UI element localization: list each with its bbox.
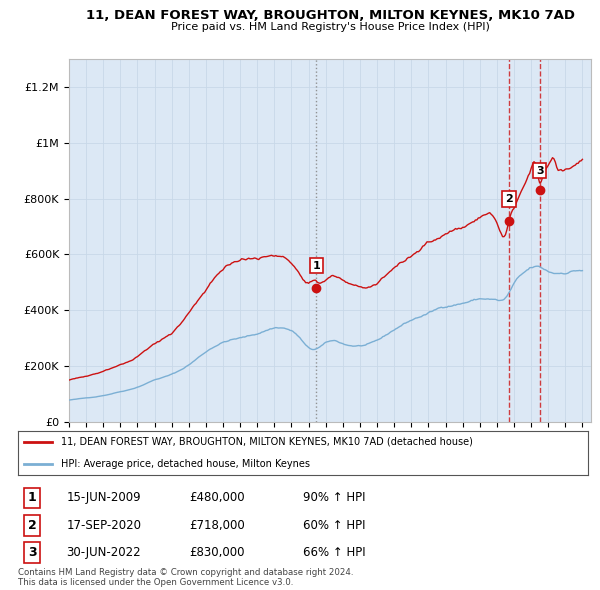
Text: 1: 1 — [28, 491, 37, 504]
Text: 1: 1 — [313, 261, 320, 271]
Text: 60% ↑ HPI: 60% ↑ HPI — [303, 519, 365, 532]
Text: 90% ↑ HPI: 90% ↑ HPI — [303, 491, 365, 504]
Text: Contains HM Land Registry data © Crown copyright and database right 2024.
This d: Contains HM Land Registry data © Crown c… — [18, 568, 353, 587]
Text: 30-JUN-2022: 30-JUN-2022 — [67, 546, 141, 559]
Text: 66% ↑ HPI: 66% ↑ HPI — [303, 546, 365, 559]
Text: 11, DEAN FOREST WAY, BROUGHTON, MILTON KEYNES, MK10 7AD (detached house): 11, DEAN FOREST WAY, BROUGHTON, MILTON K… — [61, 437, 473, 447]
Text: 15-JUN-2009: 15-JUN-2009 — [67, 491, 141, 504]
Text: 2: 2 — [505, 194, 513, 204]
Text: 2: 2 — [28, 519, 37, 532]
Text: £830,000: £830,000 — [189, 546, 245, 559]
Text: HPI: Average price, detached house, Milton Keynes: HPI: Average price, detached house, Milt… — [61, 459, 310, 469]
Text: 3: 3 — [536, 166, 544, 176]
Text: Price paid vs. HM Land Registry's House Price Index (HPI): Price paid vs. HM Land Registry's House … — [170, 22, 490, 32]
Text: 17-SEP-2020: 17-SEP-2020 — [67, 519, 142, 532]
Text: 3: 3 — [28, 546, 37, 559]
Text: 11, DEAN FOREST WAY, BROUGHTON, MILTON KEYNES, MK10 7AD: 11, DEAN FOREST WAY, BROUGHTON, MILTON K… — [86, 9, 575, 22]
Text: £718,000: £718,000 — [189, 519, 245, 532]
Text: £480,000: £480,000 — [189, 491, 245, 504]
